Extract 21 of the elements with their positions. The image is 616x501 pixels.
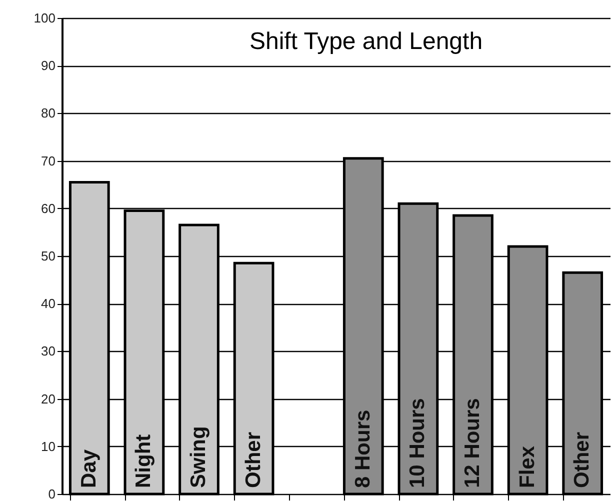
- y-tick-label: 20: [41, 391, 56, 406]
- y-tick-label: 40: [41, 296, 56, 312]
- y-tick-label: 60: [41, 200, 56, 216]
- x-tick-label: Flex: [516, 446, 539, 488]
- y-tick-label: 90: [41, 58, 56, 74]
- chart-title: Shift Type and Length: [249, 28, 483, 55]
- x-tick-label: Swing: [187, 426, 210, 488]
- x-tick-label: 12 Hours: [461, 398, 484, 488]
- x-tick-label: Other: [242, 432, 265, 488]
- x-tick-label: 8 Hours: [351, 410, 374, 488]
- y-tick-label: 0: [48, 486, 56, 501]
- y-tick-label: 70: [41, 153, 56, 168]
- y-tick-label: 50: [41, 248, 56, 264]
- x-tick-label: 10 Hours: [406, 398, 430, 488]
- y-tick-label: 80: [41, 106, 56, 121]
- x-tick-label: Night: [132, 434, 156, 488]
- y-tick-label: 10: [41, 438, 56, 454]
- y-tick-label: 30: [41, 344, 56, 359]
- x-tick-label: Other: [570, 432, 594, 488]
- x-tick-label: Day: [77, 449, 100, 488]
- y-tick-label: 100: [34, 10, 56, 26]
